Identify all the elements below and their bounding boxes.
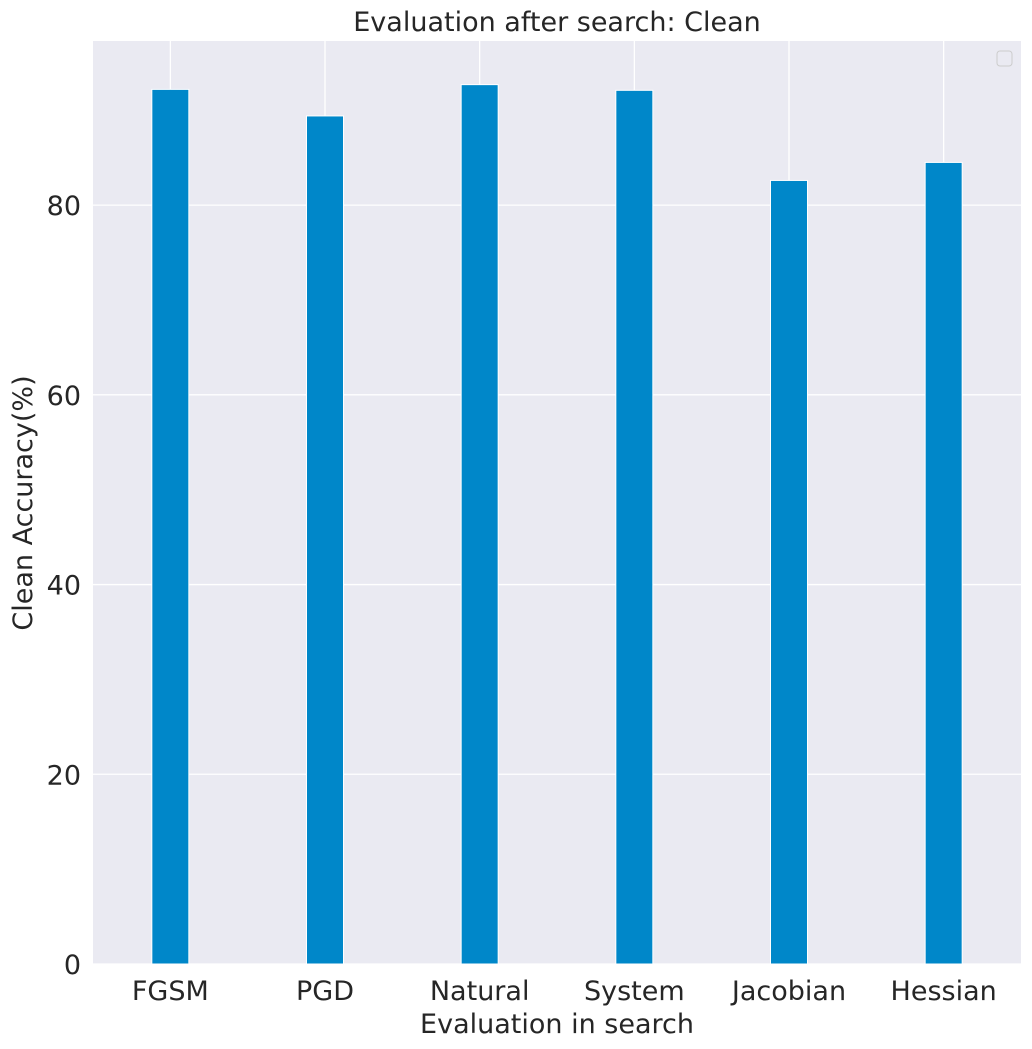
bar-hessian xyxy=(924,161,963,965)
bars xyxy=(151,84,963,965)
y-tick-label: 20 xyxy=(47,760,81,791)
x-axis-label: Evaluation in search xyxy=(420,1009,694,1040)
x-tick-label: PGD xyxy=(296,976,354,1007)
plot-area xyxy=(93,41,1021,964)
x-tick-label: Natural xyxy=(430,976,530,1007)
y-tick-labels: 0 20 40 60 80 xyxy=(47,191,81,981)
y-tick-label: 60 xyxy=(47,381,81,412)
y-tick-label: 0 xyxy=(64,950,81,981)
bar-fgsm xyxy=(151,88,190,965)
x-tick-label: FGSM xyxy=(132,976,209,1007)
x-tick-label: Hessian xyxy=(891,976,997,1007)
x-tick-label: Jacobian xyxy=(730,976,846,1007)
bar-natural xyxy=(460,84,499,965)
bar-jacobian xyxy=(770,179,808,965)
bar-system xyxy=(615,89,654,965)
y-axis-label: Clean Accuracy(%) xyxy=(8,375,39,630)
x-tick-labels: FGSM PGD Natural System Jacobian Hessian xyxy=(132,976,997,1007)
y-tick-label: 40 xyxy=(47,571,81,602)
x-tick-label: System xyxy=(584,976,685,1007)
legend-box xyxy=(996,50,1013,67)
bar-pgd xyxy=(306,115,344,965)
chart-title: Evaluation after search: Clean xyxy=(353,7,761,38)
y-tick-label: 80 xyxy=(47,191,81,222)
